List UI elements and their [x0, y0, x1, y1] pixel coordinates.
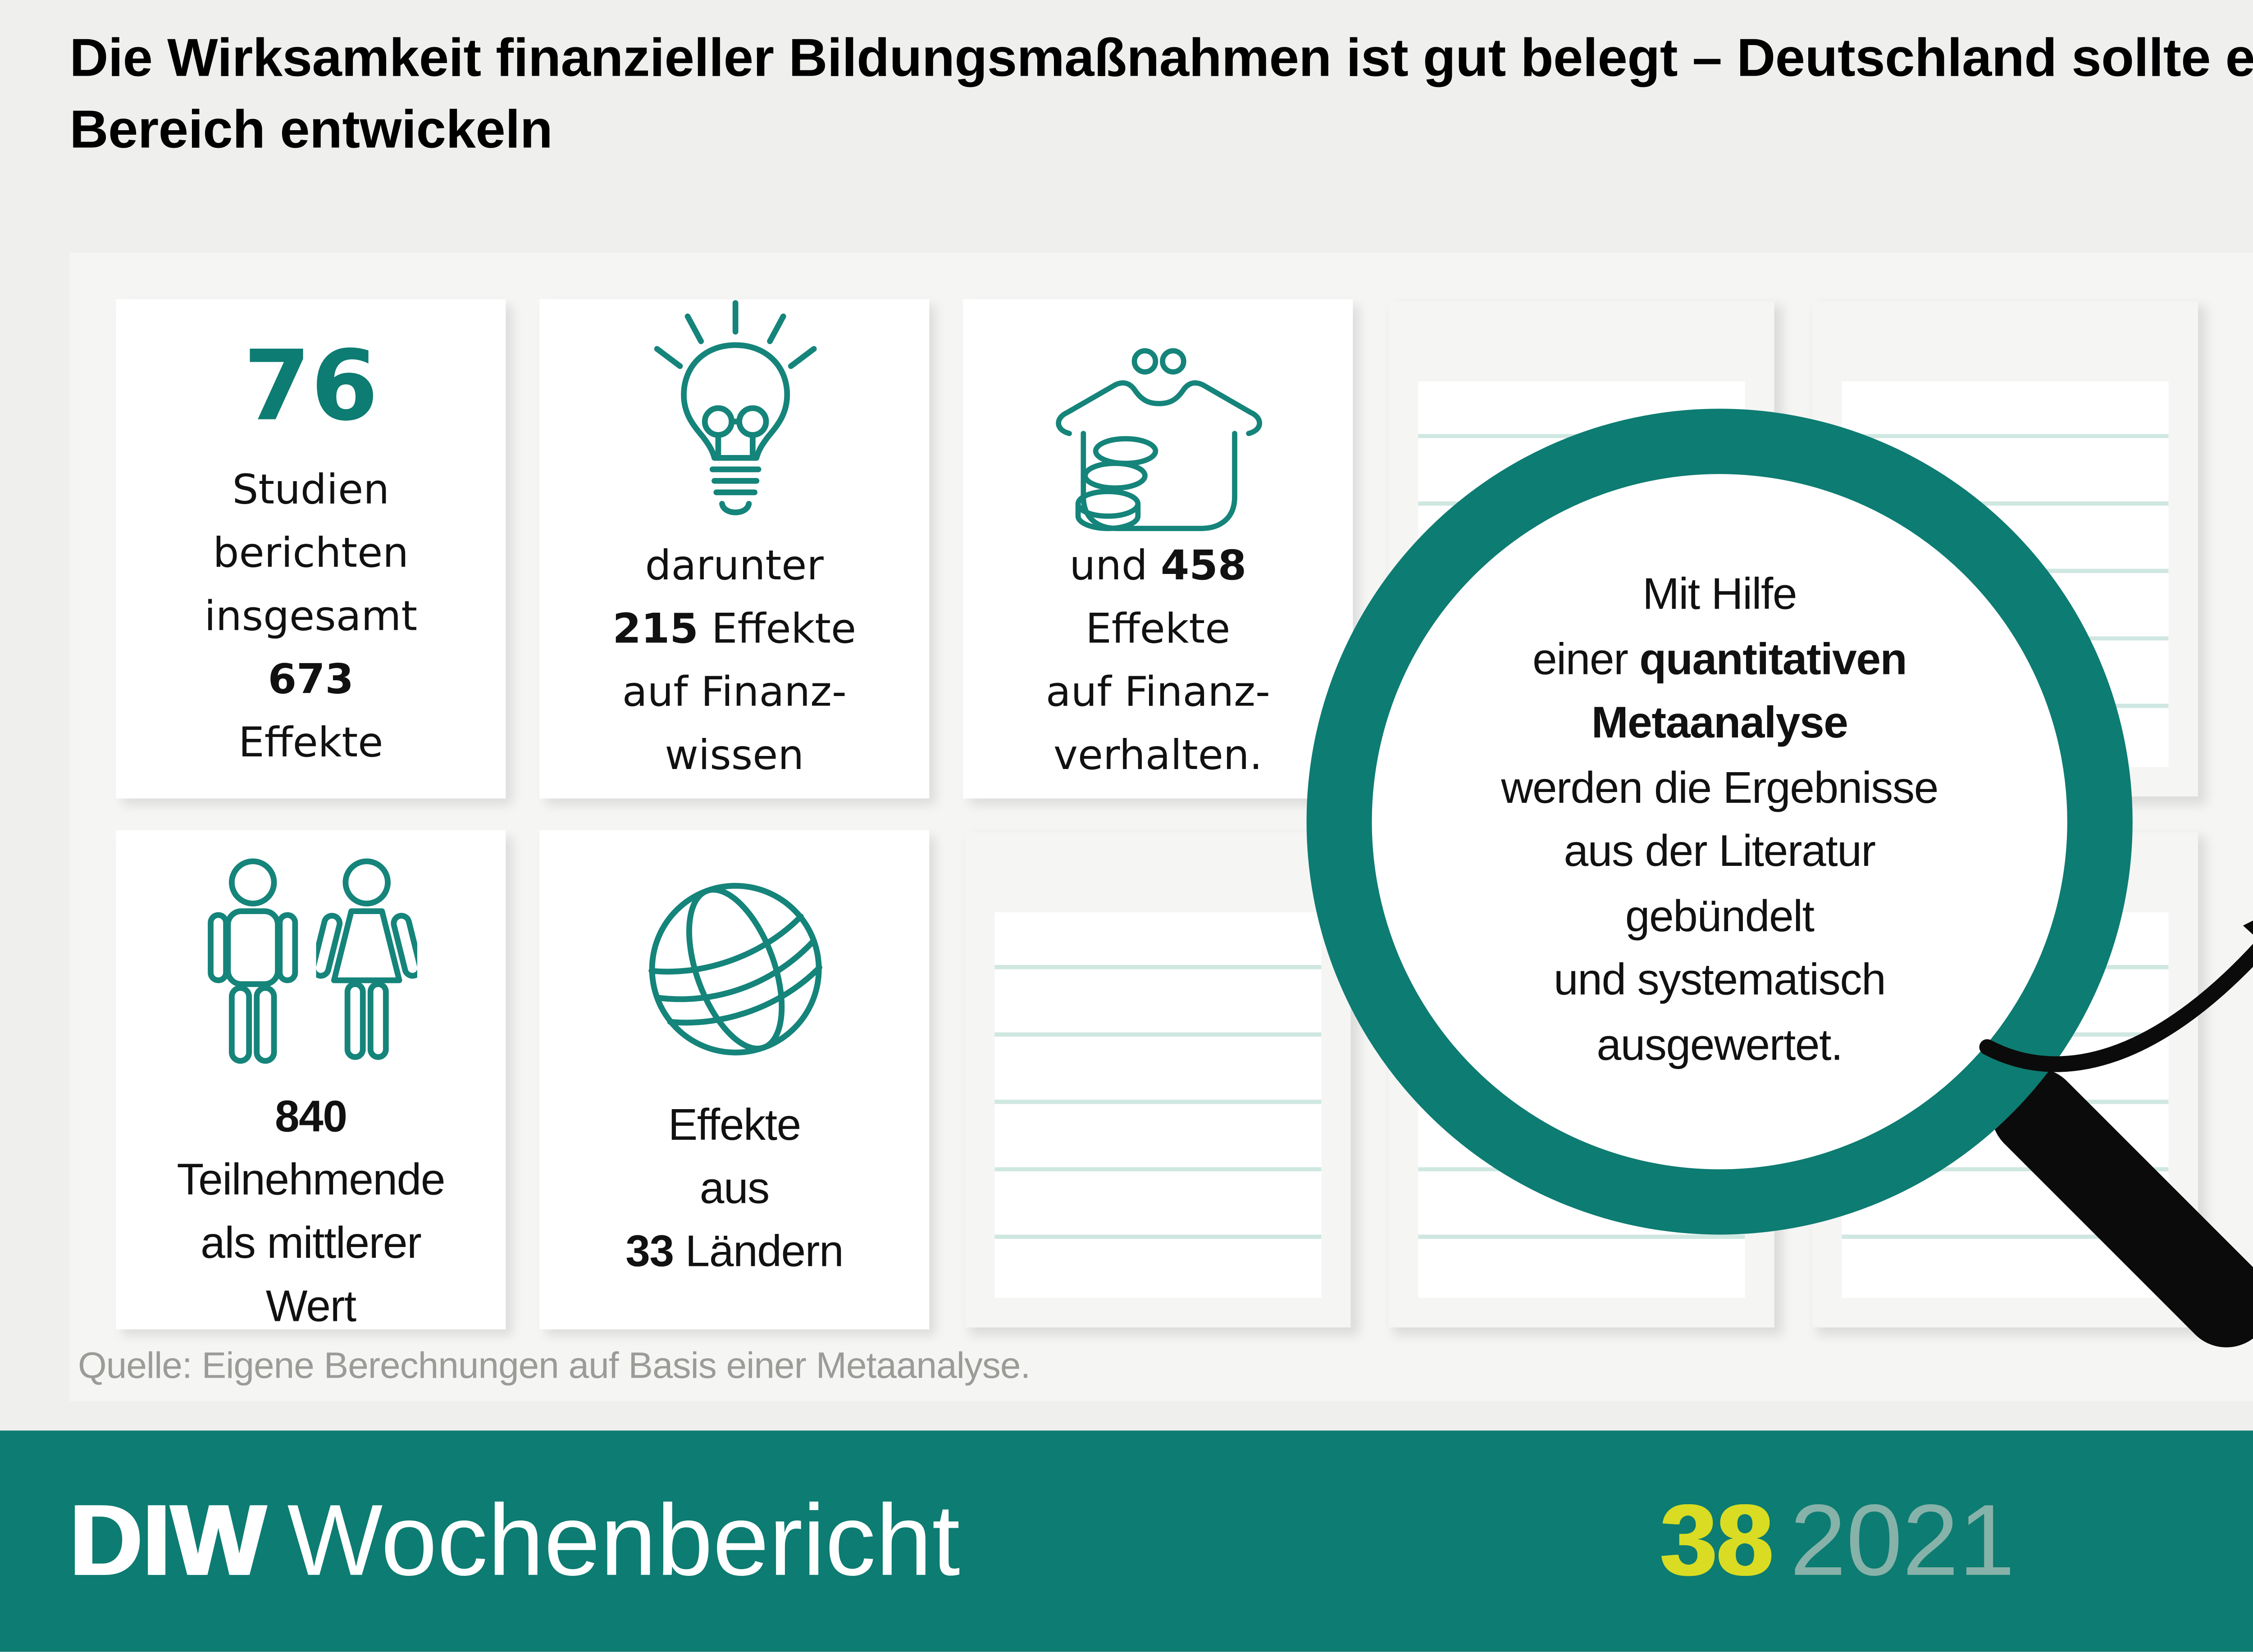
purse-coins-icon [963, 346, 1353, 548]
lined-paper-card [963, 830, 1353, 1329]
stat-card-knowledge: darunter 215 Effekte auf Finanz-wissen [539, 299, 930, 799]
woman-icon [309, 857, 422, 1083]
stat-card-studies: 76 Studien berichten insgesamt 673 Effekte [116, 299, 506, 799]
participants-text: 840 Teilnehmende als mittlerer Wert [177, 1093, 445, 1332]
issue-number: 38 2021 [1660, 1483, 2015, 1599]
stat-card-countries: Effekte aus 33 Ländern [539, 830, 930, 1329]
page-title: Die Wirksamkeit finanzieller Bildungsmaß… [69, 29, 2253, 159]
globe-icon [539, 868, 929, 1066]
source-note: Quelle: Eigene Berechnungen auf Basis ei… [78, 1344, 1031, 1387]
knowledge-text: darunter 215 Effekte auf Finanz-wissen [612, 541, 857, 780]
magnifier-note: Mit Hilfe einer quantitativen Metaanalyse w… [1501, 571, 1938, 1069]
issue-no: 38 [1660, 1485, 1773, 1597]
stat-card-participants: 840 Teilnehmende als mittlerer Wert [116, 830, 506, 1332]
countries-text: Effekte aus 33 Ländern [625, 1101, 844, 1277]
issue-year: 2021 [1790, 1485, 2015, 1597]
brand-wochenbericht: Wochenbericht [287, 1485, 960, 1597]
studies-count: 76 [243, 328, 379, 443]
man-icon [205, 857, 298, 1083]
behavior-text: und 458 Effekte auf Finanz-verhalten. [1045, 541, 1270, 780]
lightbulb-icon [539, 300, 929, 548]
publication-title: DIW Wochenbericht [69, 1483, 960, 1599]
infographic-panel: 76 Studien berichten insgesamt 673 Effekte d… [69, 253, 2253, 1401]
brand-diw: DIW [69, 1485, 266, 1597]
stat-card-behavior: und 458 Effekte auf Finanz-verhalten. [963, 299, 1353, 799]
studies-text: Studien berichten insgesamt 673 Effekte [204, 465, 418, 767]
